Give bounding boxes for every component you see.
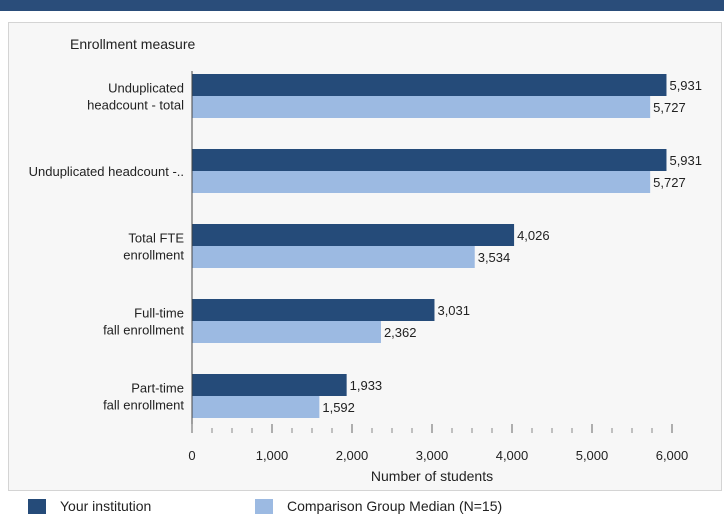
bar-your-institution-3 [192,299,435,321]
x-axis-title: Number of students [371,468,493,484]
category-label: Total FTE enrollment [123,231,184,263]
category-label: Full-time fall enrollment [103,306,184,338]
bar-your-institution-0 [192,74,667,96]
x-tick-label: 1,000 [256,448,289,463]
bar-chart: Enrollment measure 5,931 5,727 Unduplicated… [29,36,702,484]
bar-your-institution-4 [192,374,347,396]
bar-comparison-median-2 [192,246,475,268]
y-axis-title: Enrollment measure [70,36,195,52]
chart-panel: Enrollment measure 5,931 5,727 Unduplicated… [8,22,722,491]
x-tick-label: 4,000 [496,448,529,463]
x-tick-label: 2,000 [336,448,369,463]
bar-comparison-median-4 [192,396,320,418]
x-tick-label: 5,000 [576,448,609,463]
category-label: Unduplicated headcount - total [87,81,184,113]
x-tick-label: 6,000 [656,448,689,463]
legend-label-your-institution: Your institution [60,498,152,514]
legend-swatch-comparison-median [255,498,273,514]
bar-comparison-median-0 [192,96,651,118]
bar-value-label: 1,592 [322,400,355,415]
chart-legend: Your institution Comparison Group Median… [0,495,724,518]
legend-item-comparison-median: Comparison Group Median (N=15) [255,498,502,514]
bar-comparison-median-1 [192,171,651,193]
bar-value-label: 4,026 [517,228,550,243]
legend-label-comparison-median: Comparison Group Median (N=15) [287,498,503,514]
bar-value-label: 2,362 [384,325,417,340]
legend-swatch-your-institution [28,498,46,514]
bar-value-label: 5,727 [653,100,686,115]
bar-value-label: 3,031 [437,303,470,318]
header-bar [0,0,724,11]
bar-your-institution-2 [192,224,515,246]
bar-value-label: 1,933 [350,378,383,393]
bar-value-label: 3,534 [478,250,511,265]
x-tick-label: 3,000 [416,448,449,463]
bar-comparison-median-3 [192,321,381,343]
bar-value-label: 5,931 [669,78,702,93]
category-label: Unduplicated headcount -.. [29,164,184,179]
bar-value-label: 5,727 [653,175,686,190]
category-label: Part-time fall enrollment [103,381,184,413]
bar-value-label: 5,931 [669,153,702,168]
bar-your-institution-1 [192,149,667,171]
x-tick-label: 0 [188,448,195,463]
legend-item-your-institution: Your institution [28,498,151,514]
